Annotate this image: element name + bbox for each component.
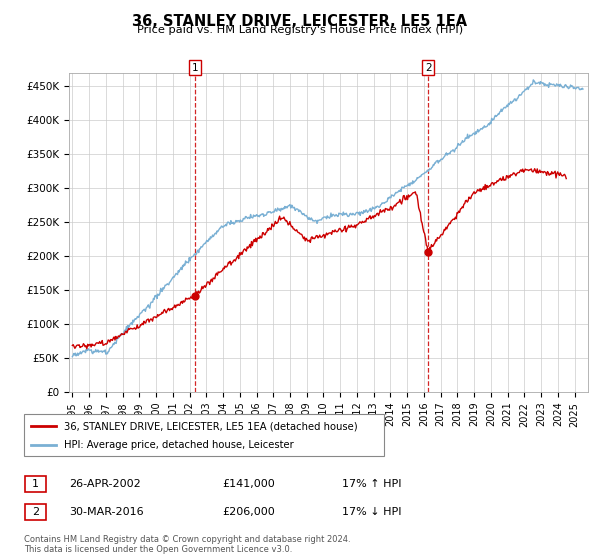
Text: Price paid vs. HM Land Registry's House Price Index (HPI): Price paid vs. HM Land Registry's House … bbox=[137, 25, 463, 35]
Text: 26-APR-2002: 26-APR-2002 bbox=[69, 479, 141, 489]
Text: Contains HM Land Registry data © Crown copyright and database right 2024.
This d: Contains HM Land Registry data © Crown c… bbox=[24, 535, 350, 554]
Text: 2: 2 bbox=[32, 507, 39, 517]
Text: £141,000: £141,000 bbox=[222, 479, 275, 489]
FancyBboxPatch shape bbox=[25, 505, 46, 520]
Text: 1: 1 bbox=[191, 63, 198, 73]
FancyBboxPatch shape bbox=[24, 414, 384, 456]
Text: 2: 2 bbox=[425, 63, 431, 73]
Text: 17% ↓ HPI: 17% ↓ HPI bbox=[342, 507, 401, 517]
Text: £206,000: £206,000 bbox=[222, 507, 275, 517]
Text: 36, STANLEY DRIVE, LEICESTER, LE5 1EA (detached house): 36, STANLEY DRIVE, LEICESTER, LE5 1EA (d… bbox=[64, 421, 357, 431]
Text: HPI: Average price, detached house, Leicester: HPI: Average price, detached house, Leic… bbox=[64, 440, 293, 450]
Text: 17% ↑ HPI: 17% ↑ HPI bbox=[342, 479, 401, 489]
Text: 30-MAR-2016: 30-MAR-2016 bbox=[69, 507, 143, 517]
FancyBboxPatch shape bbox=[25, 477, 46, 492]
Text: 36, STANLEY DRIVE, LEICESTER, LE5 1EA: 36, STANLEY DRIVE, LEICESTER, LE5 1EA bbox=[133, 14, 467, 29]
Text: 1: 1 bbox=[32, 479, 39, 489]
